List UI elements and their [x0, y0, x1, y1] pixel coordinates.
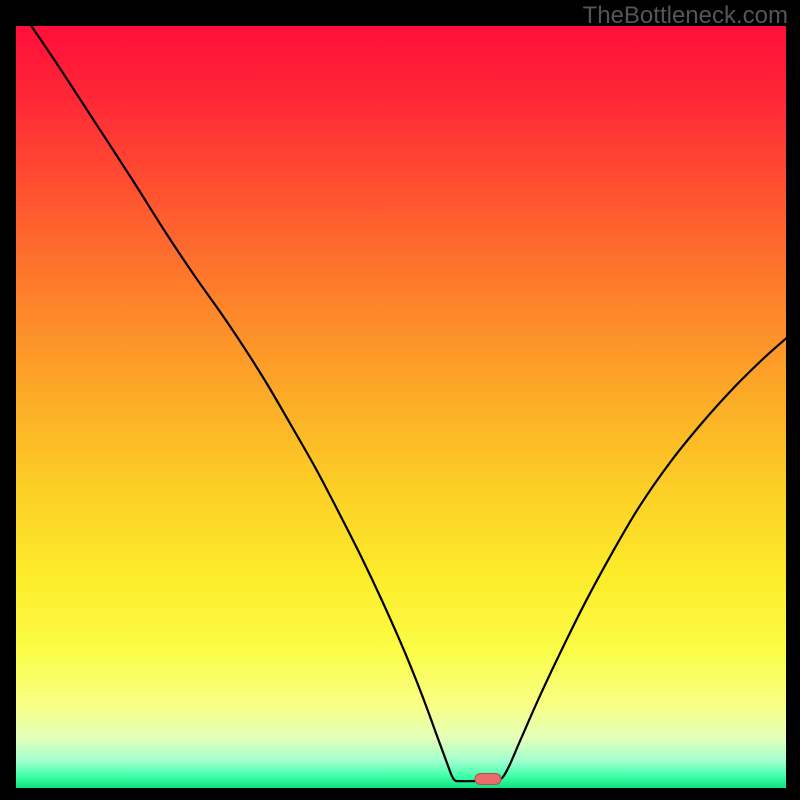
watermark-text: TheBottleneck.com [583, 2, 788, 30]
curve-layer [16, 26, 786, 788]
bottleneck-curve [31, 26, 786, 781]
optimum-marker [475, 773, 502, 785]
chart-canvas: TheBottleneck.com [0, 0, 800, 800]
plot-area [16, 26, 786, 788]
